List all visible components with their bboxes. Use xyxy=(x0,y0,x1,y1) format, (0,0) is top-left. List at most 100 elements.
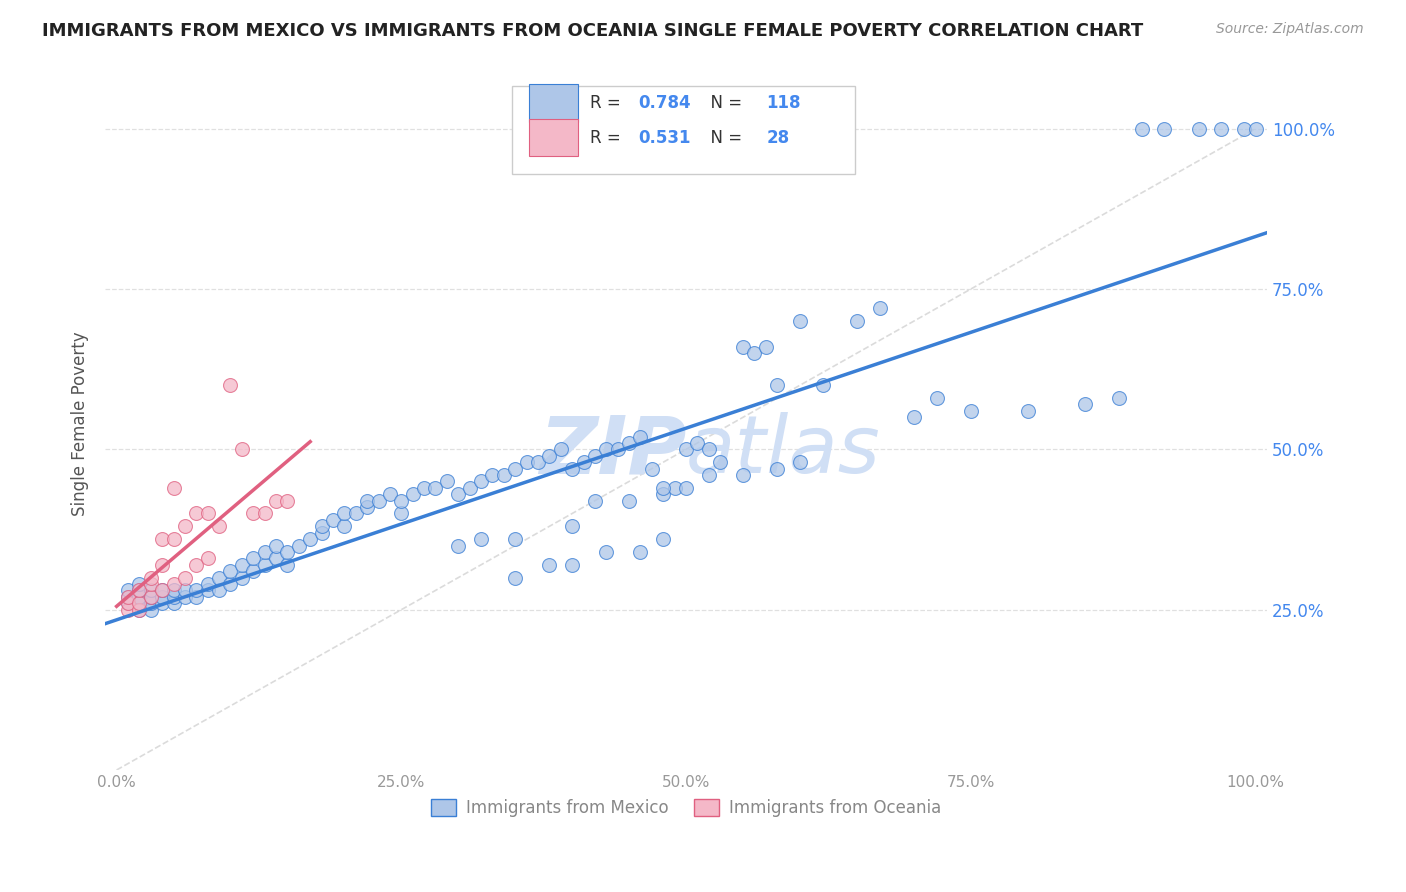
Point xyxy=(139,583,162,598)
Point xyxy=(675,481,697,495)
Point xyxy=(492,468,515,483)
Point xyxy=(925,391,948,405)
Point xyxy=(516,455,538,469)
Point xyxy=(253,558,276,572)
Point xyxy=(311,525,333,540)
Point xyxy=(276,545,298,559)
Point xyxy=(617,493,640,508)
Text: 0.784: 0.784 xyxy=(638,94,692,112)
Point xyxy=(219,577,242,591)
Point xyxy=(128,603,150,617)
Point xyxy=(128,596,150,610)
Point xyxy=(447,539,470,553)
Point xyxy=(174,571,197,585)
Point xyxy=(470,532,492,546)
Point xyxy=(231,558,253,572)
Point xyxy=(389,493,412,508)
Point xyxy=(162,590,184,604)
Point xyxy=(697,442,720,457)
Point xyxy=(219,378,242,392)
Point xyxy=(162,583,184,598)
Point xyxy=(197,577,219,591)
Point xyxy=(1130,121,1153,136)
Text: N =: N = xyxy=(700,94,748,112)
Point xyxy=(1017,404,1039,418)
Point xyxy=(959,404,981,418)
Point xyxy=(219,564,242,578)
Point xyxy=(561,558,583,572)
Point xyxy=(253,507,276,521)
Text: 118: 118 xyxy=(766,94,800,112)
Point xyxy=(197,583,219,598)
Point xyxy=(117,590,139,604)
Point xyxy=(481,468,503,483)
FancyBboxPatch shape xyxy=(529,119,578,156)
Point xyxy=(139,577,162,591)
Point xyxy=(288,539,311,553)
Point xyxy=(174,583,197,598)
Point xyxy=(538,558,561,572)
Point xyxy=(1187,121,1209,136)
Point xyxy=(264,551,287,566)
Point xyxy=(128,577,150,591)
Point xyxy=(276,493,298,508)
Point xyxy=(617,436,640,450)
Point xyxy=(186,583,208,598)
Point xyxy=(425,481,447,495)
Point xyxy=(903,410,925,425)
Point xyxy=(641,461,664,475)
Point xyxy=(197,507,219,521)
Point xyxy=(1153,121,1175,136)
Point xyxy=(242,551,264,566)
Text: N =: N = xyxy=(700,128,748,146)
Legend: Immigrants from Mexico, Immigrants from Oceania: Immigrants from Mexico, Immigrants from … xyxy=(425,792,948,824)
Point xyxy=(731,340,754,354)
Text: IMMIGRANTS FROM MEXICO VS IMMIGRANTS FROM OCEANIA SINGLE FEMALE POVERTY CORRELAT: IMMIGRANTS FROM MEXICO VS IMMIGRANTS FRO… xyxy=(42,22,1143,40)
Point xyxy=(1073,397,1095,411)
Point xyxy=(697,468,720,483)
Point xyxy=(128,596,150,610)
Point xyxy=(402,487,425,501)
Point xyxy=(162,532,184,546)
Point xyxy=(572,455,595,469)
FancyBboxPatch shape xyxy=(512,86,855,175)
Point xyxy=(1108,391,1130,405)
Point xyxy=(208,571,231,585)
Point xyxy=(197,551,219,566)
Text: ZIP: ZIP xyxy=(538,412,686,491)
Point xyxy=(413,481,436,495)
Point xyxy=(652,481,675,495)
FancyBboxPatch shape xyxy=(529,85,578,122)
Point xyxy=(675,442,697,457)
Point xyxy=(128,583,150,598)
Point xyxy=(630,545,652,559)
Point xyxy=(231,442,253,457)
Point xyxy=(162,596,184,610)
Point xyxy=(595,545,617,559)
Point xyxy=(174,519,197,533)
Point xyxy=(242,564,264,578)
Point xyxy=(561,519,583,533)
Point xyxy=(470,475,492,489)
Point xyxy=(264,493,287,508)
Point xyxy=(242,507,264,521)
Point xyxy=(150,558,173,572)
Point xyxy=(527,455,550,469)
Point xyxy=(766,378,789,392)
Point xyxy=(1244,121,1267,136)
Point xyxy=(139,571,162,585)
Text: 28: 28 xyxy=(766,128,789,146)
Point xyxy=(744,346,766,360)
Point xyxy=(606,442,628,457)
Point xyxy=(789,455,811,469)
Point xyxy=(447,487,470,501)
Point xyxy=(731,468,754,483)
Point xyxy=(162,577,184,591)
Point xyxy=(789,314,811,328)
Point xyxy=(117,596,139,610)
Point xyxy=(344,507,367,521)
Point xyxy=(333,519,356,533)
Point xyxy=(538,449,561,463)
Point xyxy=(117,583,139,598)
Text: R =: R = xyxy=(589,94,626,112)
